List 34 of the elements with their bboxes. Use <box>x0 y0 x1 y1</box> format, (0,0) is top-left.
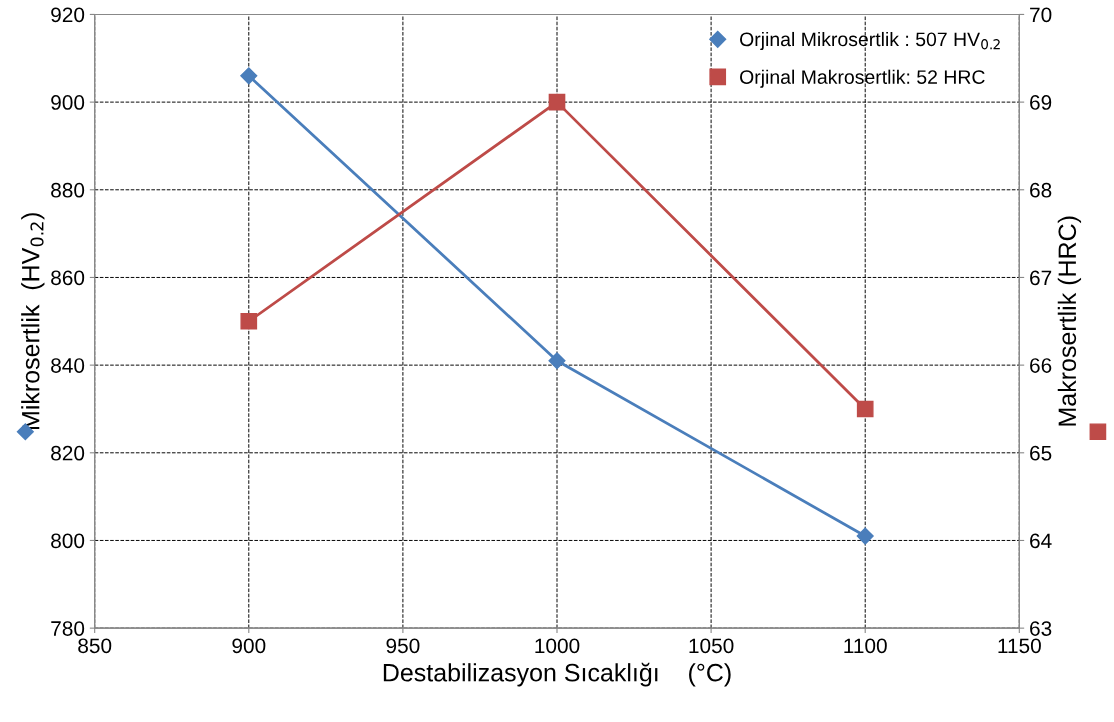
x-tick-label: 1000 <box>535 638 580 654</box>
x-axis-title: Destabilizasyon Sıcaklığı (°C) <box>383 662 731 687</box>
point <box>856 527 874 545</box>
y-tick-label: 800 <box>51 533 85 549</box>
point <box>548 352 566 370</box>
x-tick-label: 1150 <box>998 638 1041 654</box>
y2-tick-label: 69 <box>1030 95 1052 110</box>
y-tick-label: 820 <box>51 445 85 461</box>
y2-tick-label: 70 <box>1030 7 1052 23</box>
y-axis-title: Mikrosertlik (HV$_{0.2}$) <box>21 213 45 429</box>
point <box>856 400 874 418</box>
x-tick-label: 900 <box>232 638 266 654</box>
point <box>240 312 258 330</box>
x-tick-label: 850 <box>78 638 112 654</box>
y2-axis-title: Makrosertlik (HRC) <box>1057 216 1082 426</box>
y2-tick-label: 63 <box>1030 621 1052 636</box>
y2-tick-label: 64 <box>1030 533 1052 549</box>
point <box>548 93 566 111</box>
x-tick-label: 950 <box>386 638 420 654</box>
x-tick-label: 1050 <box>689 638 734 654</box>
x-tick-label: 1100 <box>844 638 887 654</box>
legend-label: Orjinal Mikrosertlik : 507 HV$_{0.2}$ <box>740 31 1000 51</box>
point <box>240 67 258 85</box>
y2-tick-label: 67 <box>1030 270 1052 286</box>
y-tick-label: 900 <box>51 95 85 110</box>
y-tick-label: 920 <box>51 7 85 23</box>
y-tick-label: 780 <box>51 621 85 636</box>
y-tick-label: 880 <box>51 182 85 198</box>
y2-tick-label: 66 <box>1030 358 1052 373</box>
legend-label: Orjinal Makrosertlik: 52 HRC <box>740 69 985 88</box>
y2-tick-label: 68 <box>1030 182 1052 198</box>
y-tick-label: 860 <box>51 270 85 286</box>
y-tick-label: 840 <box>51 358 85 373</box>
y2-tick-label: 65 <box>1030 445 1052 461</box>
